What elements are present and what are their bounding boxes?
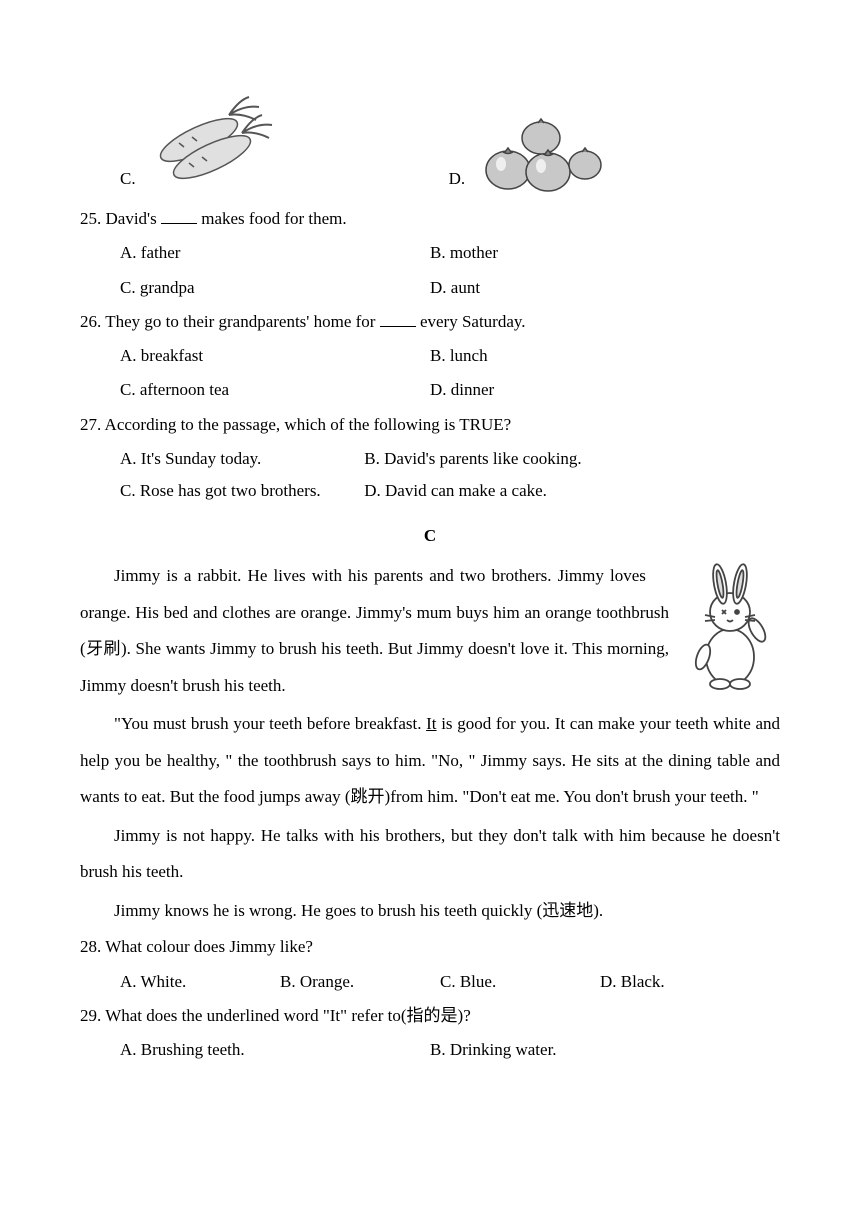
q25-option-b: B. mother [430,237,498,269]
q25-text-after: makes food for them. [197,209,347,228]
tomatoes-icon [473,110,613,195]
passage-p4: Jimmy knows he is wrong. He goes to brus… [80,893,780,930]
q26-option-c: C. afternoon tea [120,374,430,406]
q27-options-cd: C. Rose has got two brothers. D. David c… [120,475,780,507]
passage-p2: "You must brush your teeth before breakf… [80,706,780,816]
q26-text-before: 26. They go to their grandparents' home … [80,312,380,331]
q28-option-b: B. Orange. [280,966,440,998]
q26-option-a: A. breakfast [120,340,430,372]
q28-options: A. White. B. Orange. C. Blue. D. Black. [120,966,780,998]
q27-option-d: D. David can make a cake. [364,481,547,500]
question-28: 28. What colour does Jimmy like? [80,931,780,963]
q26-option-b: B. lunch [430,340,488,372]
question-26: 26. They go to their grandparents' home … [80,306,780,338]
carrots-icon [144,85,279,195]
q26-option-d: D. dinner [430,374,494,406]
question-27: 27. According to the passage, which of t… [80,409,780,441]
option-c-label: C. [120,163,136,195]
image-options-row: C. D. [80,85,780,195]
q25-option-d: D. aunt [430,272,480,304]
q25-options-ab: A. father B. mother [120,237,780,269]
passage-c: Jimmy is a rabbit. He lives with his par… [80,558,780,929]
q27-option-a: A. It's Sunday today. [120,443,360,475]
q29-option-a: A. Brushing teeth. [120,1034,430,1066]
passage-p3: Jimmy is not happy. He talks with his br… [80,818,780,891]
passage-p1: Jimmy is a rabbit. He lives with his par… [80,558,780,704]
q28-option-d: D. Black. [600,966,760,998]
p2-before: "You must brush your teeth before breakf… [114,714,426,733]
q25-option-a: A. father [120,237,430,269]
q26-text-after: every Saturday. [416,312,526,331]
q27-option-c: C. Rose has got two brothers. [120,475,360,507]
q27-option-b: B. David's parents like cooking. [364,449,581,468]
blank [161,209,197,224]
blank [380,312,416,327]
q29-options-ab: A. Brushing teeth. B. Drinking water. [120,1034,780,1066]
q27-options-ab: A. It's Sunday today. B. David's parents… [120,443,780,475]
q25-options-cd: C. grandpa D. aunt [120,272,780,304]
option-d-label: D. [449,163,466,195]
question-29: 29. What does the underlined word "It" r… [80,1000,780,1032]
q25-option-c: C. grandpa [120,272,430,304]
q25-text-before: 25. David's [80,209,161,228]
q28-option-a: A. White. [120,966,280,998]
q29-option-b: B. Drinking water. [430,1034,557,1066]
option-c-image: C. [120,85,279,195]
q26-options-ab: A. breakfast B. lunch [120,340,780,372]
question-25: 25. David's makes food for them. [80,203,780,235]
p2-underlined-it: It [426,714,436,733]
option-d-image: D. [449,110,614,195]
rabbit-icon [685,562,780,692]
q28-option-c: C. Blue. [440,966,600,998]
section-c-heading: C [80,520,780,552]
q26-options-cd: C. afternoon tea D. dinner [120,374,780,406]
